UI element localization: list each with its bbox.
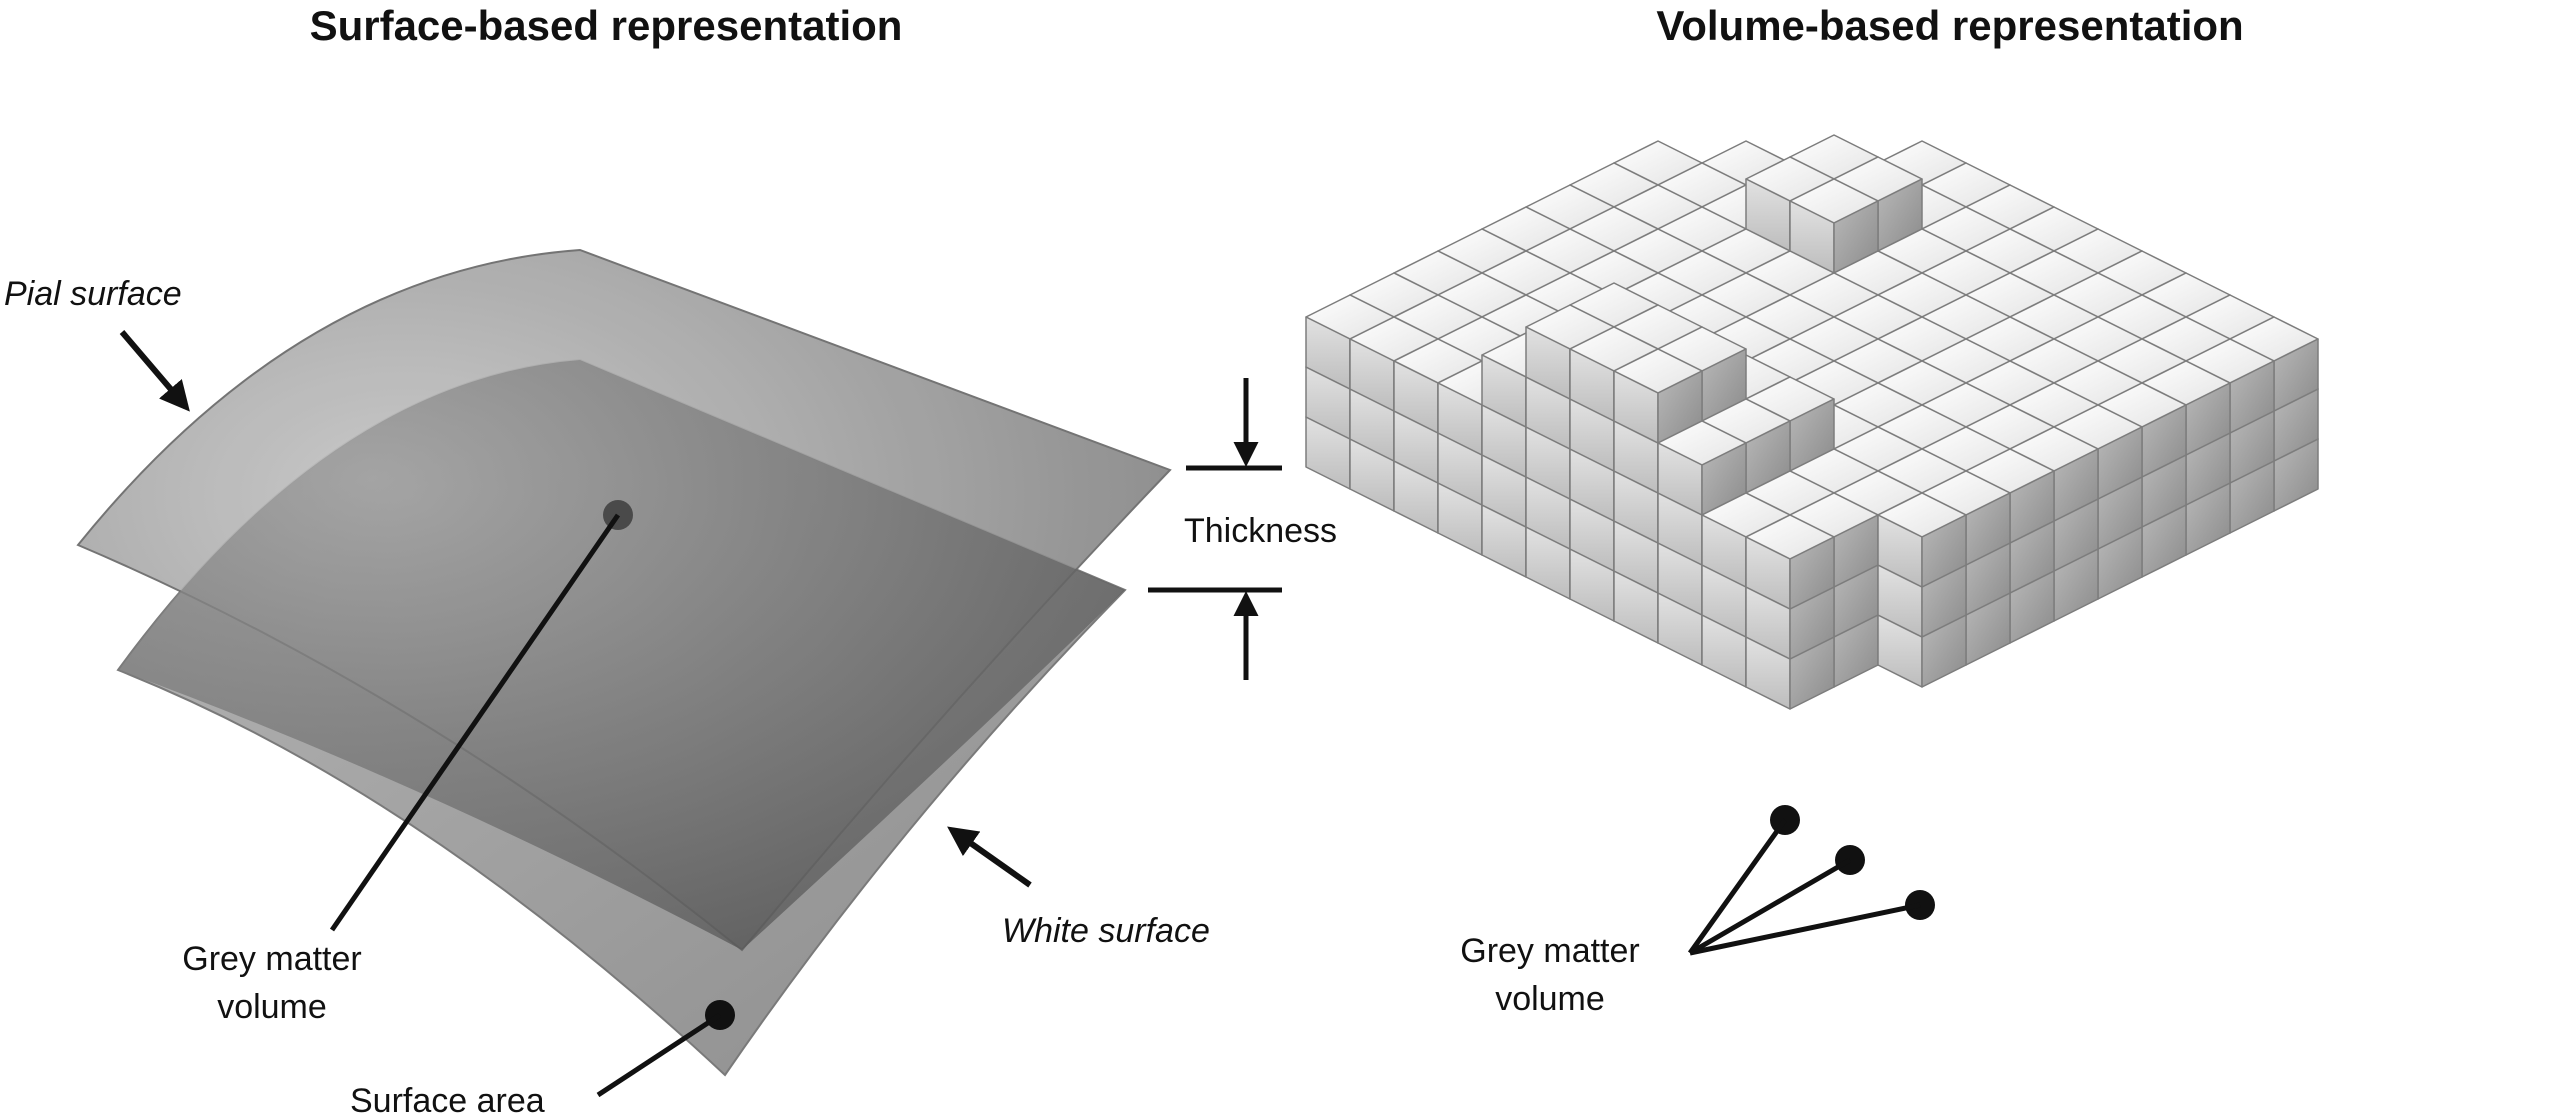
- pial-surface-arrow: [119, 330, 190, 412]
- surface-area-label: Surface area: [350, 1082, 545, 1119]
- voxel-leader-1: [1687, 818, 1788, 955]
- voxel-grey-matter-label-line1: Grey matter: [1460, 932, 1639, 970]
- white-surface-label: White surface: [1002, 912, 1210, 950]
- volume-panel-title: Volume-based representation: [1656, 2, 2243, 49]
- voxel-cube: [1613, 348, 1703, 444]
- white-surface-arrow: [947, 826, 1032, 888]
- voxel-cube: [1745, 514, 1835, 610]
- voxel-grid: [1305, 134, 2319, 710]
- grey-matter-label-line1: Grey matter: [182, 940, 361, 978]
- voxel-cube: [1789, 178, 1879, 274]
- thickness-label: Thickness: [1184, 512, 1337, 550]
- volume-panel: Volume-based representation Grey matter …: [1305, 2, 2319, 1018]
- grey-matter-label-line2: volume: [217, 988, 327, 1026]
- surface-panel: Surface-based representation Pial surfac…: [4, 2, 1337, 1119]
- thickness-dimension: Thickness: [1148, 378, 1337, 680]
- voxel-leader-2: [1688, 857, 1852, 956]
- voxel-leader-3: [1689, 902, 1921, 956]
- voxel-cube: [1657, 420, 1747, 516]
- pial-surface-label: Pial surface: [4, 275, 182, 313]
- grey-matter-leader: [329, 513, 621, 932]
- voxel-right-face: [1921, 514, 1967, 588]
- surface-area-leader: [596, 1012, 722, 1098]
- voxel-grey-matter-label-line2: volume: [1495, 980, 1605, 1018]
- voxel-cube: [1877, 492, 1967, 588]
- voxel-right-face: [1789, 536, 1835, 610]
- surface-panel-title: Surface-based representation: [310, 2, 903, 49]
- surface-overlap-region: [118, 360, 1125, 950]
